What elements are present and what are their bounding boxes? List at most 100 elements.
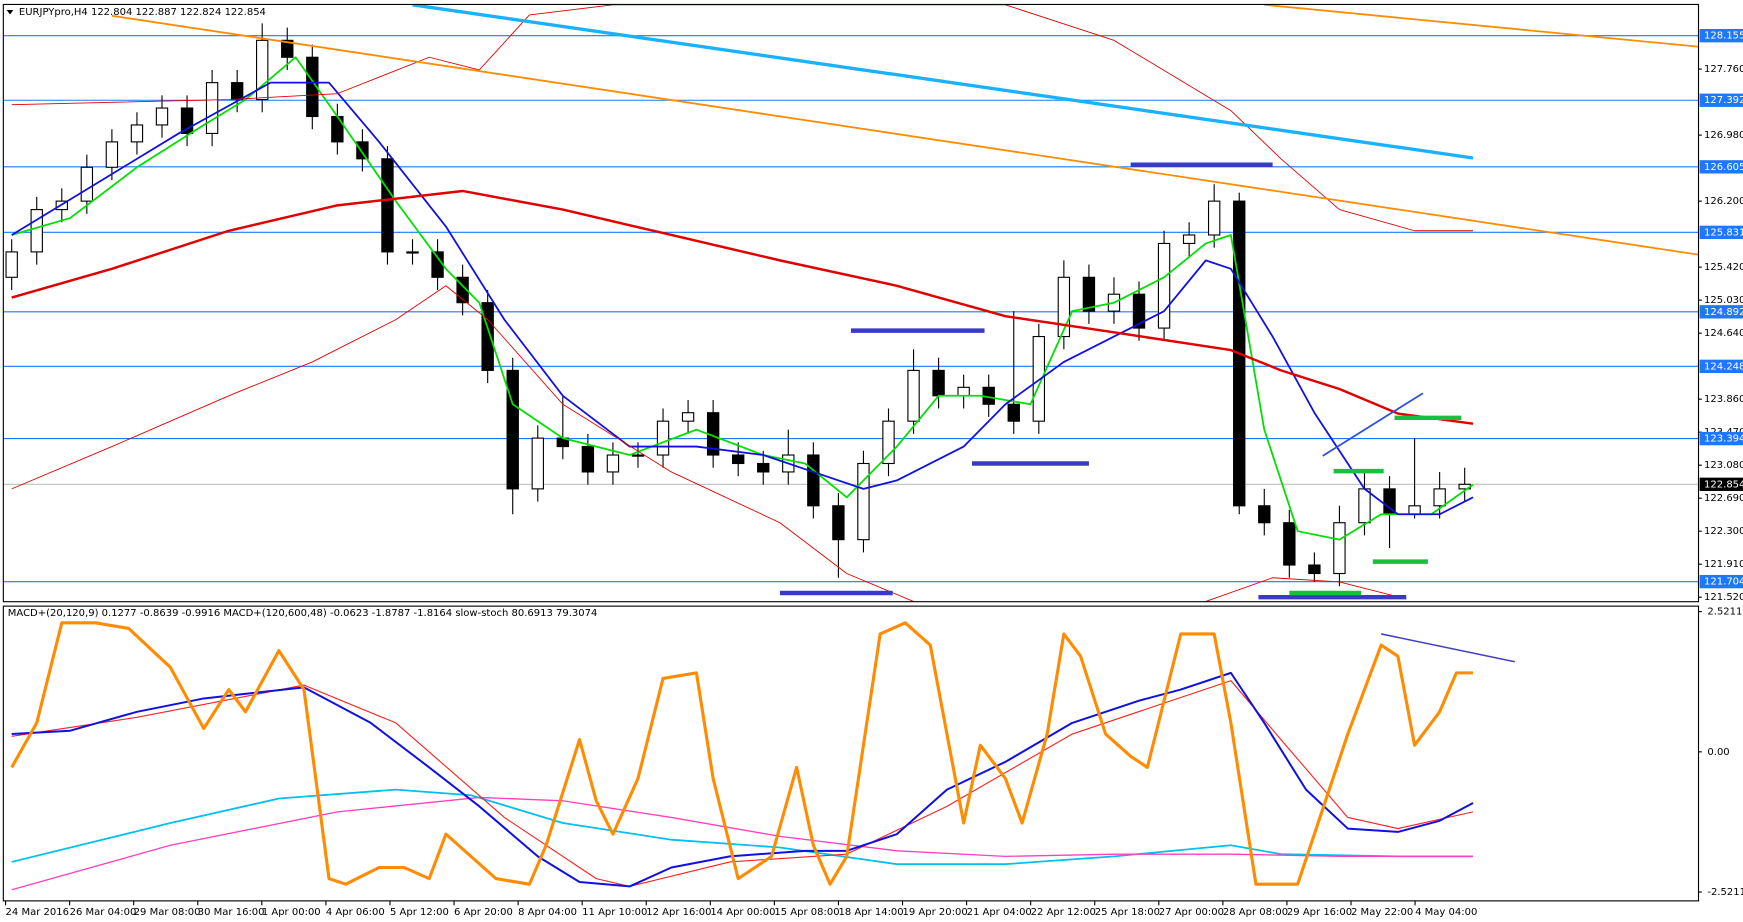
x-tick-label: 18 Apr 14:00 [838,907,903,918]
y-tick-label: 125.420 [1704,262,1743,273]
candle-body [180,107,194,134]
x-tick-label: 15 Apr 08:00 [774,907,839,918]
level-label-bg [1699,160,1743,174]
candle-body [807,454,820,507]
candle-body [757,462,770,473]
candle-body [1333,522,1346,575]
indicator-title: MACD+(20,120,9) 0.1277 -0.8639 -0.9916 M… [8,608,598,619]
x-tick-label: 30 Mar 16:00 [198,907,265,918]
price-pane-frame [2,3,1700,603]
y-tick-label: 122.690 [1704,493,1743,504]
x-tick-label: 8 Apr 04:00 [518,907,577,918]
level-label: 124.892 [1704,307,1743,318]
candle-body [1433,488,1446,507]
x-tick-label: 28 Apr 08:00 [1223,907,1288,918]
indicator-line [11,285,1407,602]
candle-body [1132,293,1146,329]
candle-body [80,166,94,202]
indicator-line [10,621,1474,886]
drawn-line [412,4,1474,160]
x-tick-label: 4 Apr 06:00 [326,907,385,918]
candle-body [281,39,294,58]
x-tick-label: 1 Apr 00:00 [262,907,321,918]
candle-body [306,56,319,118]
candle-body [205,82,219,134]
candle-body [331,115,344,143]
candle-body [356,141,369,160]
x-tick-label: 11 Apr 10:00 [582,907,647,918]
candle-body [5,251,18,278]
candle-body [1283,522,1296,566]
candle-body [857,462,870,541]
y-tick-label: 124.640 [1704,328,1743,339]
candle-body [731,454,745,465]
level-label-bg [1699,225,1743,240]
level-label: 121.704 [1704,577,1743,588]
candle-body [431,251,444,278]
candle-body [230,82,244,101]
candle-body [631,454,645,457]
candle-body [506,369,519,490]
plot-layer: 127.760 126.980 126.200 125.420 125.030 124.6… [3,4,1743,918]
x-tick-label: 25 Apr 18:00 [1095,907,1160,918]
x-tick-label: 21 Apr 04:00 [967,907,1032,918]
level-label: 126.605 [1704,162,1743,173]
candle-body [1408,505,1421,515]
level-label: 123.394 [1704,434,1743,445]
drawn-line [111,14,1699,256]
y-tick-label: 121.910 [1704,559,1743,570]
x-tick-label: 24 Mar 2016 [6,907,69,918]
candle-body [105,141,119,168]
y-tick-label: 123.860 [1704,394,1743,405]
level-label: 125.831 [1704,227,1743,238]
x-tick-label: 12 Apr 16:00 [646,907,711,918]
candle-body [381,158,394,253]
x-tick-label: 6 Apr 20:00 [454,907,513,918]
y-tick-label: 122.300 [1704,526,1743,537]
y-tick-label: 123.080 [1704,460,1743,471]
candle-body [256,39,269,101]
x-tick-label: 29 Mar 08:00 [134,907,201,918]
candle-body [1182,234,1196,245]
candle-body [606,454,620,473]
candle-body [957,386,970,397]
y-tick-label: 126.980 [1704,130,1743,141]
candle-body [155,107,169,126]
menu-arrow[interactable] [6,10,14,15]
level-label-bg [1699,305,1743,319]
indicator-plot [10,621,1515,891]
level-label-bg [1699,574,1743,589]
drawn-line [1322,392,1424,457]
y-tick-label: 127.760 [1704,64,1743,75]
candle-body [932,369,945,397]
indicator-line [11,796,1474,891]
y-tick-label: 126.200 [1704,196,1743,207]
y-tick-label: 0.00 [1707,747,1729,758]
x-tick-label: 19 Apr 20:00 [903,907,968,918]
candle-body [531,437,544,490]
candle-body [882,420,895,465]
last-price-label: 122.854 [1704,479,1743,490]
candle-body [1157,242,1171,329]
level-label: 128.155 [1704,31,1743,42]
level-label: 127.392 [1704,95,1743,106]
candle-body [130,124,144,143]
candle-body [1032,335,1046,422]
x-tick-label: 22 Apr 12:00 [1031,907,1096,918]
candle-body [30,209,43,253]
candle-body [907,369,920,422]
last-price-bg [1699,477,1743,491]
x-tick-label: 5 Apr 12:00 [390,907,449,918]
candle-body [1258,505,1271,524]
level-label-bg [1699,431,1743,446]
indicator-pane-frame [2,605,1700,902]
candle-body [1308,564,1321,575]
y-tick-label: -2.5211 [1707,887,1743,898]
x-tick-label: 14 Apr 00:00 [710,907,775,918]
price-title: EURJPYpro,H4 122.804 122.887 122.824 122… [19,7,266,18]
x-tick-label: 26 Mar 04:00 [70,907,137,918]
candle-body [832,505,845,541]
indicator-line [11,189,1474,425]
